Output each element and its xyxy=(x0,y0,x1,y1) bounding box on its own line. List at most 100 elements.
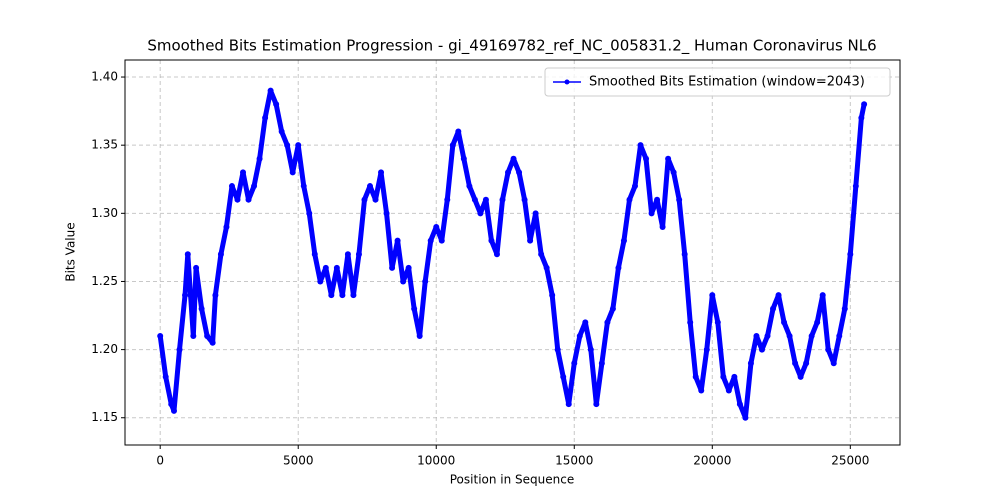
data-point xyxy=(209,339,216,346)
data-point xyxy=(372,196,379,203)
legend: Smoothed Bits Estimation (window=2043) xyxy=(544,67,891,97)
data-point xyxy=(184,251,191,258)
y-tick-label: 1.35 xyxy=(91,138,118,152)
data-point xyxy=(198,305,205,312)
data-point xyxy=(549,292,556,299)
data-point xyxy=(168,401,175,408)
data-point xyxy=(405,264,412,271)
data-point xyxy=(477,210,484,217)
data-point xyxy=(538,251,545,258)
data-point xyxy=(648,210,655,217)
x-tick-label: 5000 xyxy=(283,454,314,468)
data-point xyxy=(157,332,164,339)
x-tick-label: 20000 xyxy=(693,454,731,468)
data-point xyxy=(170,407,177,414)
data-point xyxy=(598,360,605,367)
chart-title: Smoothed Bits Estimation Progression - g… xyxy=(147,37,876,56)
data-point xyxy=(554,346,561,353)
y-tick-label: 1.15 xyxy=(91,410,118,424)
data-point xyxy=(786,332,793,339)
x-tick-label: 0 xyxy=(156,454,164,468)
data-point xyxy=(720,373,727,380)
data-point xyxy=(471,196,478,203)
legend-label: Smoothed Bits Estimation (window=2043) xyxy=(589,75,865,90)
x-tick-label: 10000 xyxy=(417,454,455,468)
data-point xyxy=(637,142,644,149)
data-point xyxy=(289,169,296,176)
data-point xyxy=(670,169,677,176)
data-point xyxy=(389,264,396,271)
data-point xyxy=(847,251,854,258)
data-point xyxy=(593,401,600,408)
data-point xyxy=(256,155,263,162)
data-point xyxy=(852,183,859,190)
data-point xyxy=(217,251,224,258)
data-point xyxy=(836,332,843,339)
data-point xyxy=(609,305,616,312)
data-point xyxy=(449,142,456,149)
data-point xyxy=(858,114,865,121)
data-point xyxy=(692,373,699,380)
data-point xyxy=(245,196,252,203)
data-point xyxy=(328,292,335,299)
data-point xyxy=(808,332,815,339)
data-point xyxy=(709,292,716,299)
data-point xyxy=(411,305,418,312)
data-line xyxy=(157,88,867,421)
y-axis-label: Bits Value xyxy=(64,222,78,281)
data-point xyxy=(223,223,230,230)
data-point xyxy=(416,332,423,339)
data-point xyxy=(466,183,473,190)
data-point xyxy=(262,114,269,121)
y-tick-label: 1.30 xyxy=(91,206,118,220)
data-point xyxy=(731,373,738,380)
data-point xyxy=(714,319,721,326)
data-point xyxy=(361,196,368,203)
data-point xyxy=(311,251,318,258)
data-point xyxy=(643,155,650,162)
data-point xyxy=(187,292,194,299)
data-point xyxy=(251,183,258,190)
data-point xyxy=(383,210,390,217)
data-point xyxy=(176,346,183,353)
data-point xyxy=(830,360,837,367)
data-point xyxy=(339,292,346,299)
data-point xyxy=(322,264,329,271)
data-point xyxy=(654,196,661,203)
data-point xyxy=(687,319,694,326)
data-point xyxy=(841,305,848,312)
data-point xyxy=(212,292,219,299)
data-point xyxy=(587,346,594,353)
data-point xyxy=(521,196,528,203)
data-point xyxy=(781,319,788,326)
data-point xyxy=(565,401,572,408)
data-point xyxy=(698,387,705,394)
data-point xyxy=(861,101,868,108)
data-point xyxy=(676,196,683,203)
data-point xyxy=(278,128,285,135)
data-point xyxy=(753,332,760,339)
data-point xyxy=(516,169,523,176)
data-point xyxy=(493,251,500,258)
x-tick-label: 15000 xyxy=(555,454,593,468)
y-tick-label: 1.20 xyxy=(91,342,118,356)
data-point xyxy=(770,305,777,312)
x-axis-label: Position in Sequence xyxy=(450,473,574,487)
data-point xyxy=(193,264,200,271)
x-tick-label: 25000 xyxy=(831,454,869,468)
data-point xyxy=(499,196,506,203)
data-point xyxy=(659,223,666,230)
data-point xyxy=(300,183,307,190)
data-point xyxy=(825,346,832,353)
data-point xyxy=(400,278,407,285)
data-point xyxy=(317,278,324,285)
data-point xyxy=(505,169,512,176)
data-point xyxy=(460,155,467,162)
plot-frame xyxy=(124,59,901,446)
data-point xyxy=(576,332,583,339)
data-point xyxy=(422,278,429,285)
data-point xyxy=(438,237,445,244)
data-point xyxy=(378,169,385,176)
data-point xyxy=(228,183,235,190)
data-point xyxy=(532,210,539,217)
